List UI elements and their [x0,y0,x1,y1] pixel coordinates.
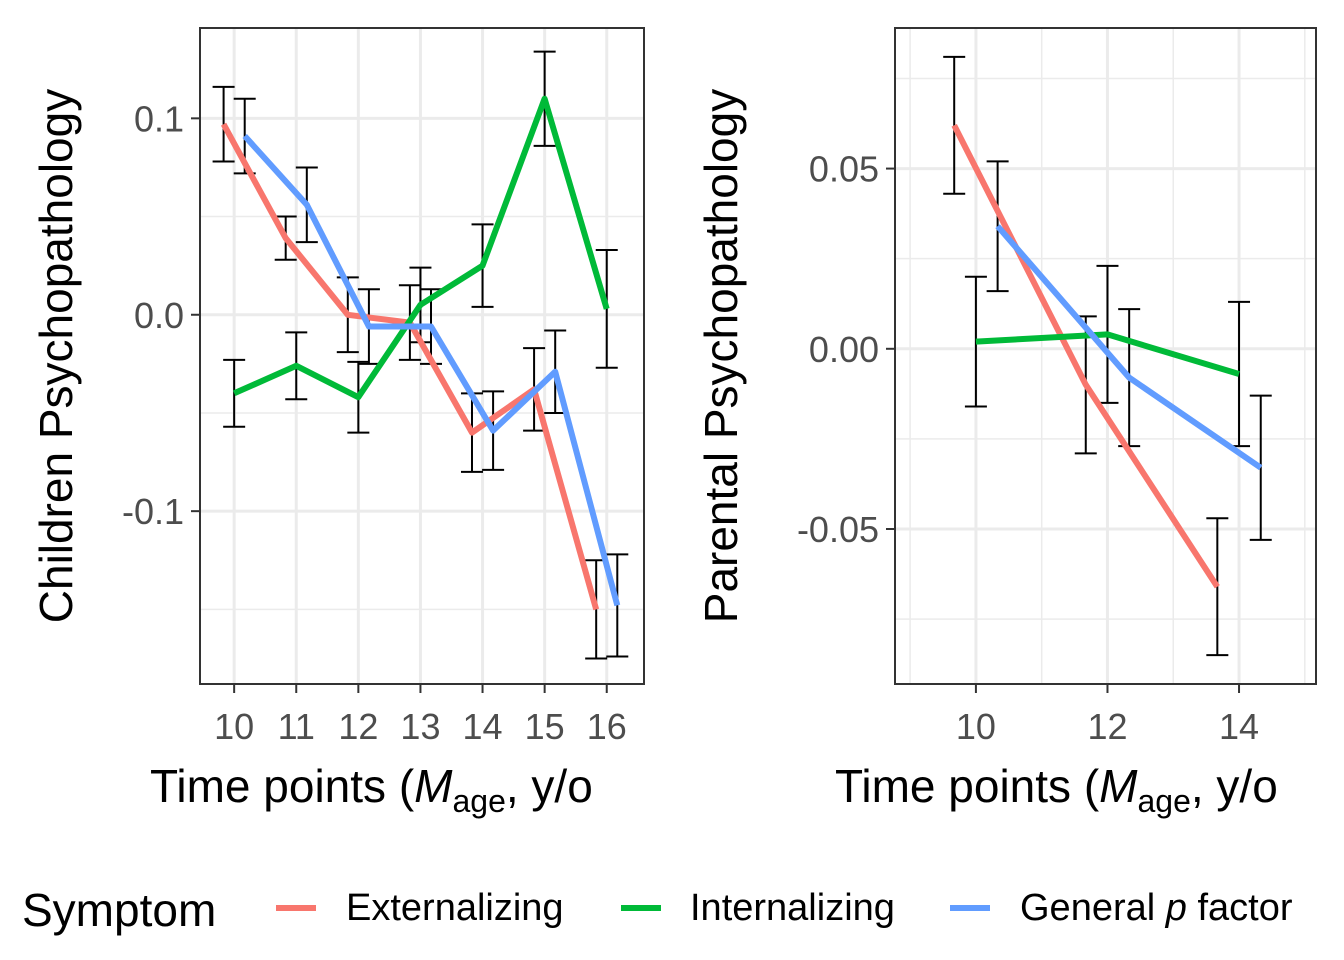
children-psychopathology-panel: 0.1 0.0 -0.1 10 11 12 13 14 15 16 Children Psychop… [30,27,645,819]
x-tick-label: 11 [278,706,315,747]
x-tick-label: 15 [525,706,565,747]
x-tick-label: 14 [1219,706,1259,747]
legend-label-externalizing: Externalizing [346,887,564,929]
major-gridlines [895,28,1316,684]
parental-psychopathology-panel: 0.05 0.00 -0.05 10 12 14 Parental Psychopathol… [695,27,1317,819]
y-tick-label: 0.05 [809,149,879,190]
series-line-externalizing [220,122,600,611]
panel-border [199,27,645,685]
series-general-p-factor [986,160,1272,541]
x-tick-label: 10 [956,706,996,747]
series-line-externalizing [951,123,1220,589]
x-axis-title: Time points (Mage, y/o [150,760,593,819]
x-axis-title: Time points (Mage, y/o [835,760,1278,819]
legend-title: Symptom [22,884,216,936]
y-tick-label: -0.1 [122,491,184,532]
series-externalizing [212,85,608,660]
y-axis-title: Children Psychopathology [30,89,82,623]
panel-border [894,27,1317,685]
major-gridlines [200,28,644,684]
series-line-internalizing [232,95,610,401]
legend-label-internalizing: Internalizing [690,887,895,929]
x-tick-label: 10 [214,706,254,747]
legend-label-general-p-factor: General p factor [1020,887,1293,929]
y-axis-title: Parental Psychopathology [695,89,747,623]
minor-gridlines [895,28,1316,684]
y-tick-label: 0.00 [809,329,879,370]
y-tick-label: -0.05 [797,509,879,550]
x-tick-label: 16 [587,706,627,747]
y-tick-label: 0.1 [134,98,184,139]
series-line-internalizing [975,331,1240,377]
error-bar [1249,394,1272,541]
series-line-general-p-factor [242,133,621,607]
x-tick-label: 13 [400,706,440,747]
legend: Symptom Externalizing Internalizing Gene… [22,884,1293,936]
x-tick-label: 12 [1087,706,1127,747]
series-line-general-p-factor [995,224,1263,471]
error-bar [223,358,246,428]
x-tick-label: 12 [338,706,378,747]
error-bar [606,553,629,658]
y-tick-label: 0.0 [134,295,184,336]
x-tick-label: 14 [463,706,503,747]
